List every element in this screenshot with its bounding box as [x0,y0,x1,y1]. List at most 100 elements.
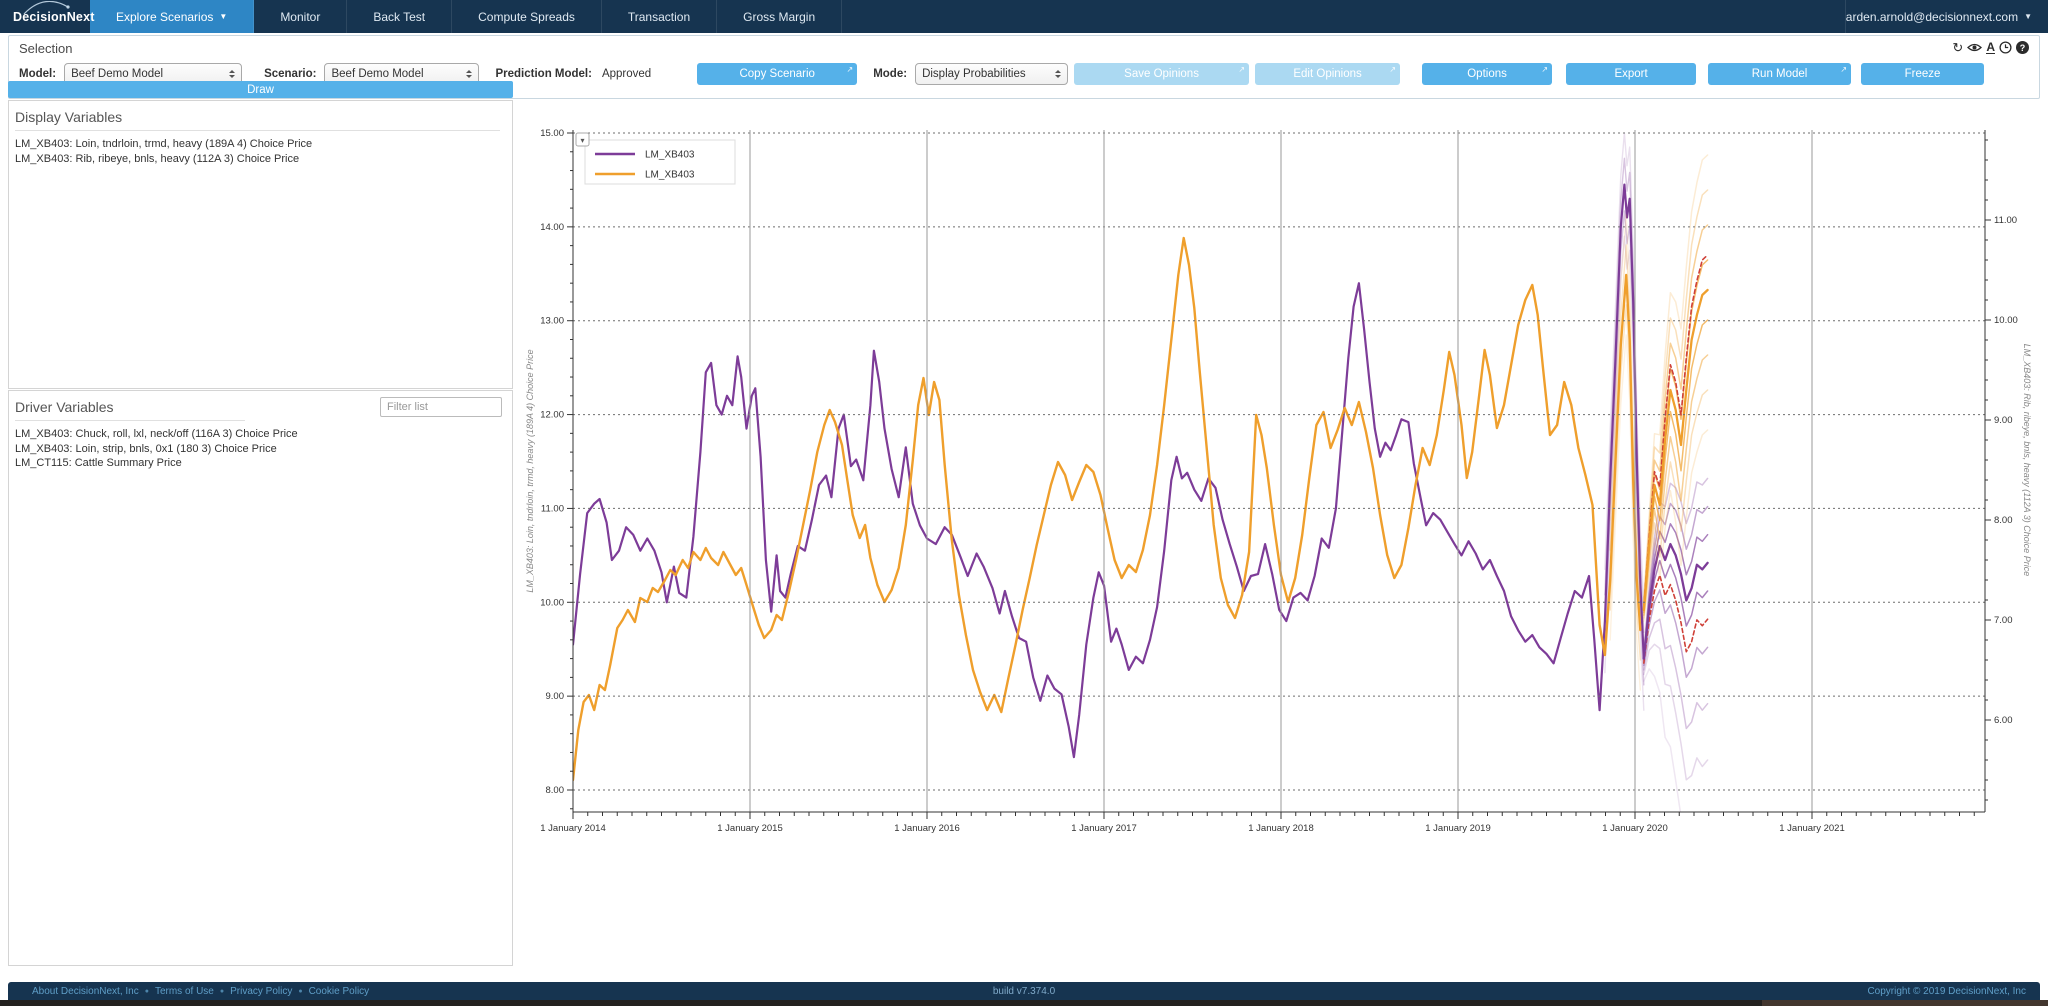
tab-explore-scenarios[interactable]: Explore Scenarios ▼ [90,0,255,33]
user-menu[interactable]: arden.arnold@decisionnext.com ▼ [1844,0,2048,33]
export-label: Export [1614,68,1648,80]
left-axis-title: LM_XB403: Loin, tndrloin, trmd, heavy (1… [525,349,535,592]
forecast-red-dashed-line [1643,574,1709,664]
clock-icon[interactable] [1999,41,2012,54]
privacy-link[interactable]: Privacy Policy [230,985,293,997]
x-axis-label: 1 January 2016 [894,823,960,834]
options-label: Options [1467,68,1507,80]
legend-label: LM_XB403 [645,170,695,181]
tick-label: 10.00 [540,597,564,608]
tab-label: Transaction [627,9,691,24]
run-model-button[interactable]: Run Model ↗ [1708,63,1852,85]
tab-back-test[interactable]: Back Test [347,0,453,33]
model-label: Model: [19,68,57,80]
separator-dot: ● [298,987,303,995]
options-button[interactable]: Options ↗ [1422,63,1553,85]
tab-transaction[interactable]: Transaction [602,0,718,33]
display-variables-title: Display Variables [15,109,500,131]
forecast-median-line [1642,542,1709,660]
x-axis-label: 1 January 2020 [1602,823,1668,834]
draw-button[interactable]: Draw [8,81,513,98]
list-item[interactable]: LM_XB403: Loin, strip, bnls, 0x1 (180 3)… [15,442,277,455]
tick-label: 12.00 [540,410,564,421]
forecast-fan-line [1643,502,1709,655]
font-size-icon[interactable]: A [1986,39,1995,54]
list-item[interactable]: LM_XB403: Rib, ribeye, bnls, heavy (112A… [15,152,300,165]
tick-label: 9.00 [1994,415,2013,426]
forecast-fan-line [1643,189,1709,603]
tab-label: Compute Spreads [478,9,575,24]
terms-link[interactable]: Terms of Use [154,985,214,997]
forecast-fan-line [1643,389,1709,619]
tab-monitor[interactable]: Monitor [254,0,348,33]
tick-label: 11.00 [541,503,564,514]
freeze-label: Freeze [1904,68,1941,80]
x-axis-label: 1 January 2019 [1425,823,1491,834]
edit-opinions-label: Edit Opinions [1293,68,1362,80]
price-chart[interactable]: 8.00 9.00 10.00 11.00 12.00 13.00 14.00 15.00 6.… [520,100,2048,870]
model-select-value: Beef Demo Model [71,68,164,80]
tick-label: 9.00 [546,691,565,702]
list-item[interactable]: LM_CT115: Cattle Summary Price [15,457,182,469]
forecast-echo-line [1604,132,1645,608]
plot-area[interactable] [573,132,1709,857]
app-logo-text: DecisionNext [13,9,95,24]
separator-dot: ● [144,987,149,995]
run-model-label: Run Model [1751,68,1808,80]
forecast-echo-line [1609,334,1642,691]
cookie-link[interactable]: Cookie Policy [308,985,370,997]
copy-scenario-button[interactable]: Copy Scenario ↗ [697,63,858,85]
edit-opinions-button[interactable]: Edit Opinions ↗ [1255,63,1401,85]
scenario-label: Scenario: [264,68,317,80]
chevron-down-icon: ▼ [219,12,228,21]
model-select[interactable]: Beef Demo Model [64,63,243,85]
forecast-echo-line [1609,214,1642,571]
logo-swoosh-icon [23,1,70,15]
list-item[interactable]: LM_XB403: Chuck, roll, lxl, neck/off (11… [15,428,298,440]
forecast-fan-line [1643,643,1709,781]
mode-select[interactable]: Display Probabilities [915,63,1069,85]
eye-icon[interactable] [1967,41,1983,54]
draw-label: Draw [247,83,274,96]
forecast-fan-line [1643,668,1682,812]
forecast-fan-line [1643,429,1709,622]
tab-compute-spreads[interactable]: Compute Spreads [452,0,602,33]
help-icon[interactable]: ? [2016,41,2029,54]
forecast-median-line [1642,288,1709,612]
chart-menu-button[interactable]: ▾ [575,132,590,147]
tick-label: 8.00 [1994,515,2013,526]
forecast-red-dashed-line [1643,254,1709,609]
tab-label: Monitor [280,9,321,24]
freeze-button[interactable]: Freeze [1861,63,1985,85]
forecast-fan-line [1643,354,1709,616]
top-nav-bar: DecisionNext Explore Scenarios ▼ Monitor… [0,0,2048,33]
external-link-icon: ↗ [1840,65,1848,74]
scenario-select[interactable]: Beef Demo Model [324,63,480,85]
save-opinions-button[interactable]: Save Opinions ↗ [1074,63,1250,85]
stepper-icon [1055,67,1062,81]
tick-label: 15.00 [540,128,564,139]
display-variables-panel: Display Variables LM_XB403: Loin, tndrlo… [8,100,513,389]
list-item[interactable]: LM_XB403: Loin, tndrloin, trmd, heavy (1… [15,138,313,150]
bottom-edge-strip [0,1000,2048,1006]
chevron-down-icon: ▾ [580,136,584,145]
tab-gross-margin[interactable]: Gross Margin [717,0,843,33]
forecast-fan-line [1643,523,1709,658]
separator-dot: ● [219,987,225,995]
tab-label: Back Test [373,9,426,24]
forecast-echo-line [1609,304,1642,661]
refresh-icon[interactable]: ↻ [1952,40,1964,55]
footer-bar: About DecisionNext, Inc ● Terms of Use ●… [8,982,2040,1000]
forecast-fan-line [1643,618,1709,730]
export-button[interactable]: Export [1566,63,1697,85]
save-opinions-label: Save Opinions [1124,68,1199,80]
copy-scenario-label: Copy Scenario [739,68,815,80]
stepper-icon [229,67,236,81]
filter-list-input[interactable] [380,397,502,417]
external-link-icon: ↗ [1541,65,1549,74]
external-link-icon: ↗ [846,65,854,74]
x-axis-label: 1 January 2014 [540,823,606,834]
about-link[interactable]: About DecisionNext, Inc [32,985,139,997]
scenario-select-value: Beef Demo Model [331,68,424,80]
copyright-text: Copyright © 2019 DecisionNext, Inc [1867,985,2026,997]
